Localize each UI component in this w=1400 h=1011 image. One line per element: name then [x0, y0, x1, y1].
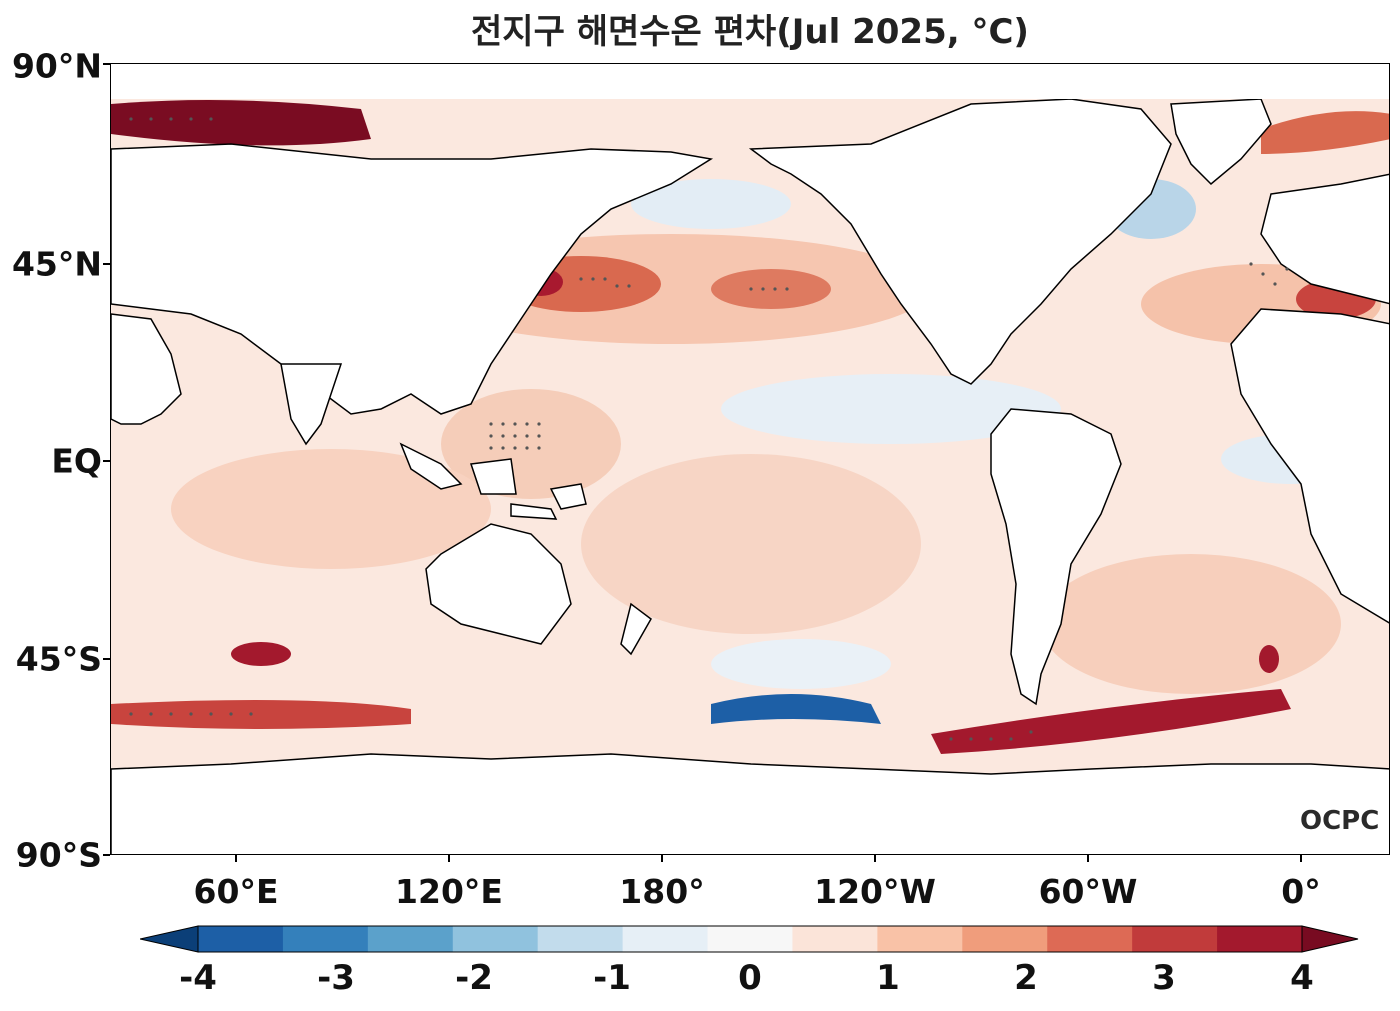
- lat-tick: [103, 63, 110, 65]
- borneo-landmass: [469, 458, 517, 495]
- north-america-landmass: [748, 98, 1172, 385]
- colorbar-segment: [707, 926, 793, 952]
- lon-label-180: 180°: [619, 872, 705, 911]
- colorbar-label: 0: [738, 958, 762, 998]
- arabia-landmass: [111, 313, 182, 425]
- sumatra-landmass: [399, 442, 463, 490]
- lat-label-45s: 45°S: [15, 639, 102, 679]
- lon-label-60w: 60°W: [1038, 872, 1138, 911]
- lon-label-120w: 120°W: [814, 872, 936, 911]
- colorbar-label: 1: [876, 958, 900, 998]
- north-pacific-warm-core: [711, 269, 831, 309]
- land: [111, 98, 1389, 854]
- colorbar-segment: [792, 926, 878, 952]
- southern-pacific-cool: [711, 639, 891, 689]
- colorbar-border: [197, 925, 1303, 953]
- arctic-mask: [111, 64, 1389, 99]
- greenland-landmass: [1170, 98, 1272, 186]
- lat-label-eq: EQ: [51, 441, 102, 481]
- colorbar-label: -2: [455, 958, 493, 998]
- colorbar-segment: [877, 926, 963, 952]
- antarctica-landmass: [111, 753, 1389, 854]
- colorbar-segment: [452, 926, 539, 952]
- colorbar-extend-min: [140, 925, 199, 953]
- lat-tick: [103, 854, 110, 856]
- weddell-warm-band: [931, 689, 1291, 754]
- colorbar-label: -3: [317, 958, 355, 998]
- lon-tick: [1087, 855, 1089, 862]
- greenland-sea-warm: [1261, 111, 1389, 154]
- lon-tick: [661, 855, 663, 862]
- map-title: 전지구 해면수온 편차(Jul 2025, °C): [471, 12, 1029, 52]
- lat-tick: [103, 460, 110, 462]
- lon-label-0: 0°: [1281, 872, 1321, 911]
- significance-stipples: [129, 117, 1289, 741]
- east-pacific-cool: [721, 374, 1061, 444]
- south-atlantic-warm: [1041, 554, 1341, 694]
- india-landmass: [280, 363, 343, 446]
- south-america-landmass: [990, 408, 1122, 706]
- map-svg: [111, 64, 1389, 854]
- barents-hot-band: [111, 100, 371, 146]
- lon-tick: [235, 855, 237, 862]
- africa-landmass: [1230, 308, 1389, 624]
- colorbar-extend-max: [1301, 925, 1359, 953]
- colorbar-segment: [962, 926, 1048, 952]
- ross-sea-cool-band: [711, 694, 881, 724]
- eurasia-landmass: [111, 143, 714, 415]
- europe-landmass: [1260, 173, 1389, 305]
- colorbar-label: 3: [1152, 958, 1176, 998]
- new-zealand-landmass: [620, 602, 652, 656]
- colorbar-segment: [198, 926, 284, 952]
- south-atlantic-hotspot: [1259, 645, 1279, 673]
- colorbar-segment: [282, 926, 369, 952]
- colorbar-segment: [1217, 926, 1303, 952]
- colorbar-label: 4: [1290, 958, 1314, 998]
- colorbar: [140, 925, 1359, 953]
- australia-landmass: [425, 523, 572, 645]
- colorbar-segment: [537, 926, 624, 952]
- lon-tick: [448, 855, 450, 862]
- colorbar-label: -1: [593, 958, 631, 998]
- south-pacific-warm: [581, 454, 921, 634]
- lat-tick: [103, 658, 110, 660]
- bering-cool: [631, 179, 791, 229]
- south-indian-hotspot: [231, 642, 291, 666]
- colorbar-segment: [1047, 926, 1133, 952]
- sst-anomaly-map: [110, 63, 1390, 855]
- indian-ocean-warm: [171, 449, 491, 569]
- lon-label-60e: 60°E: [193, 872, 279, 911]
- lat-label-90s: 90°S: [15, 835, 102, 875]
- java-landmass: [510, 503, 558, 520]
- lon-tick: [1300, 855, 1302, 862]
- colorbar-label: 2: [1014, 958, 1038, 998]
- colorbar-segment: [1132, 926, 1218, 952]
- lon-label-120e: 120°E: [395, 872, 503, 911]
- lat-label-90n: 90°N: [11, 46, 102, 86]
- lon-tick: [874, 855, 876, 862]
- southern-indian-warm-band: [111, 700, 411, 729]
- ocpc-watermark: OCPC: [1300, 806, 1380, 836]
- lat-tick: [103, 263, 110, 265]
- colorbar-label: -4: [179, 958, 217, 998]
- colorbar-segment: [622, 926, 709, 952]
- lat-label-45n: 45°N: [11, 244, 102, 284]
- new-guinea-landmass: [549, 483, 587, 510]
- colorbar-segment: [367, 926, 454, 952]
